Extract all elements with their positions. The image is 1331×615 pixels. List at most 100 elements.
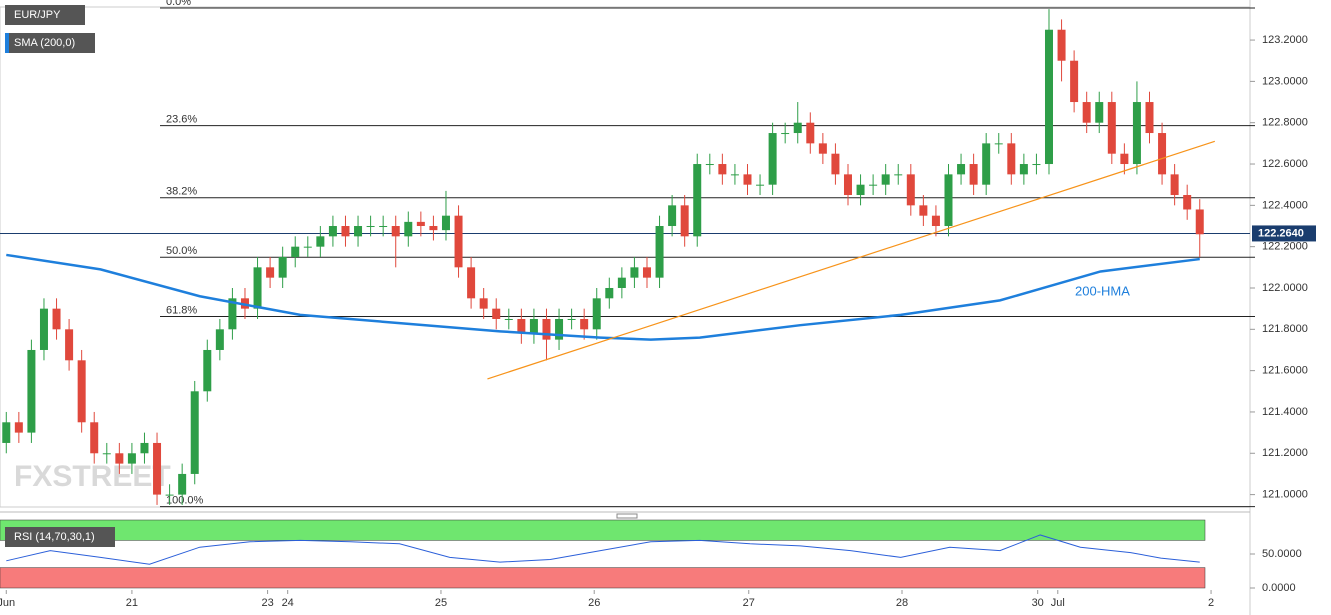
candle-body: [39, 308, 48, 350]
candle-body: [517, 318, 526, 334]
y-tick-label: 50.0000: [1262, 548, 1302, 560]
candle-body: [806, 122, 815, 144]
rsi-band: [0, 567, 1206, 589]
candle-body: [605, 287, 614, 299]
last-price-tag: [1252, 225, 1316, 242]
candle-body: [894, 174, 903, 176]
indicator-label: SMA (200,0): [14, 37, 75, 49]
x-tick-label: 30: [1032, 597, 1044, 609]
x-tick-label: 24: [282, 597, 294, 609]
candle-body: [768, 133, 777, 185]
x-tick-label: Jun: [0, 597, 15, 609]
rsi-title-box: [5, 527, 115, 547]
last-price-label: 122.2640: [1258, 227, 1304, 239]
candle-body: [1132, 102, 1141, 165]
y-tick-label: 121.0000: [1262, 489, 1308, 501]
candle-body: [781, 133, 790, 135]
candle-body: [793, 122, 802, 134]
candle-body: [467, 267, 476, 299]
candle-body: [52, 308, 61, 330]
candle-body: [693, 164, 702, 237]
fib-label: 61.8%: [166, 304, 197, 316]
candle-body: [354, 226, 363, 237]
candle-body: [944, 174, 953, 227]
y-tick-label: 0.0000: [1262, 582, 1296, 594]
candle-body: [416, 221, 425, 227]
fib-label: 100.0%: [166, 494, 204, 506]
candle-body: [555, 318, 564, 340]
rsi-title: RSI (14,70,30,1): [14, 531, 95, 543]
candle-body: [1044, 29, 1053, 165]
candle-body: [328, 226, 337, 237]
candle-body: [567, 318, 576, 320]
indicator-box: [5, 33, 95, 53]
candle-body: [140, 442, 149, 454]
rsi-line: [6, 534, 1200, 565]
candle-body: [655, 226, 664, 278]
candle-body: [102, 453, 111, 455]
candle-body: [869, 184, 878, 186]
candle-body: [366, 226, 375, 228]
candle-body: [266, 267, 275, 278]
y-tick-label: 121.4000: [1262, 406, 1308, 418]
candle-body: [391, 226, 400, 237]
watermark: FXSTREET: [14, 460, 171, 493]
candle-body: [479, 298, 488, 309]
candle-body: [228, 298, 237, 330]
candle-body: [994, 143, 1003, 145]
candle-body: [190, 391, 199, 474]
candle-body: [1195, 209, 1204, 235]
x-tick-label: 2: [1208, 597, 1214, 609]
x-tick-label: 25: [435, 597, 447, 609]
fib-label: 23.6%: [166, 114, 197, 126]
y-tick-label: 121.2000: [1262, 447, 1308, 459]
y-tick-label: 122.2000: [1262, 241, 1308, 253]
y-tick-label: 121.8000: [1262, 323, 1308, 335]
candle-body: [957, 164, 966, 175]
y-tick-label: 122.6000: [1262, 158, 1308, 170]
candle-body: [1007, 143, 1016, 175]
candle-body: [1032, 164, 1041, 166]
candle-body: [718, 164, 727, 175]
candle-body: [178, 473, 187, 495]
indicator-swatch: [5, 33, 9, 53]
candle-body: [969, 164, 978, 185]
candle-body: [153, 442, 162, 495]
annotation: 200-HMA: [1075, 283, 1130, 298]
candle-body: [278, 257, 287, 278]
candle-body: [215, 329, 224, 350]
x-tick-label: 23: [261, 597, 273, 609]
candle-body: [341, 226, 350, 237]
candle-body: [542, 318, 551, 340]
candle-body: [680, 205, 689, 237]
candle-body: [303, 246, 312, 248]
candle-body: [1095, 102, 1104, 123]
candle-body: [843, 174, 852, 196]
splitter-handle: [616, 513, 638, 519]
chart-title: EUR/JPY: [14, 9, 61, 21]
y-tick-label: 122.4000: [1262, 199, 1308, 211]
fib-label: 50.0%: [166, 245, 197, 257]
title-box: [5, 5, 85, 25]
x-tick-label: 26: [588, 597, 600, 609]
candle-body: [642, 267, 651, 278]
fib-label: 38.2%: [166, 186, 197, 198]
candle-body: [65, 329, 74, 361]
candle-body: [1107, 102, 1116, 154]
candle-body: [668, 205, 677, 227]
overlay-line: [487, 140, 1216, 380]
candle-body: [115, 453, 124, 464]
candle-body: [592, 298, 601, 330]
candle-body: [1082, 102, 1091, 123]
candle-body: [743, 174, 752, 185]
candle-body: [856, 184, 865, 196]
candle-body: [77, 360, 86, 423]
candle-body: [127, 453, 136, 464]
candle-body: [316, 236, 325, 247]
candle-body: [730, 174, 739, 176]
y-tick-label: 122.8000: [1262, 117, 1308, 129]
candle-body: [1070, 60, 1079, 103]
rsi-band: [0, 519, 1206, 541]
candle-body: [1057, 29, 1066, 61]
